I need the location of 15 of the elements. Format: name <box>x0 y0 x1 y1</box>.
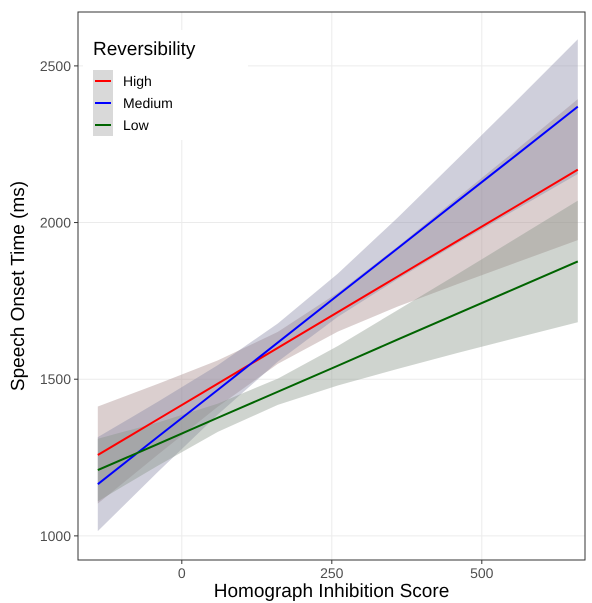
line-series <box>96 260 579 472</box>
x-tick-label: 500 <box>470 565 494 581</box>
y-axis-title: Speech Onset Time (ms) <box>8 180 29 392</box>
line-series <box>96 168 579 456</box>
legend-label: Medium <box>123 95 173 111</box>
x-tick-label: 250 <box>320 565 344 581</box>
legend-label: High <box>123 73 152 89</box>
legend-title: Reversibility <box>93 39 196 60</box>
y-tick-label: 2500 <box>40 58 72 74</box>
y-tick-label: 1000 <box>40 528 72 544</box>
y-tick-label: 1500 <box>40 371 72 388</box>
x-axis-title: Homograph Inhibition Score <box>214 581 450 602</box>
legend-label: Low <box>123 117 150 133</box>
x-tick-label: 0 <box>178 565 186 581</box>
y-tick-label: 2000 <box>40 214 72 231</box>
